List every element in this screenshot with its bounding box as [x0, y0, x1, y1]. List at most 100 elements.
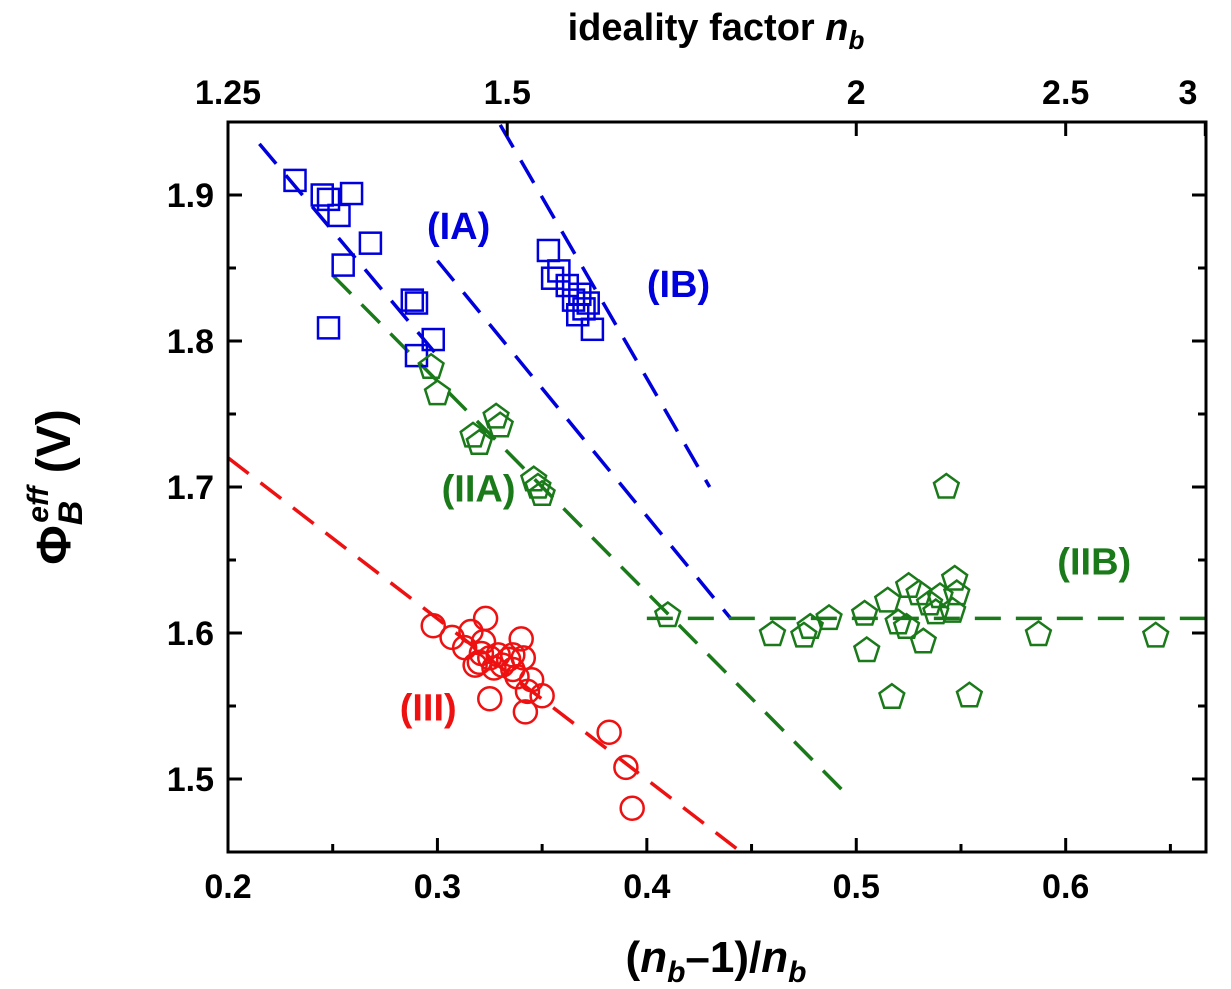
- pentagon-marker: [892, 612, 921, 639]
- series-labels: (IA) (IB) (IIA) (IIB) (III): [400, 206, 1131, 730]
- square-marker: [580, 317, 605, 342]
- y-tick-label: 1.9: [167, 177, 214, 215]
- circle-marker: [510, 645, 537, 671]
- pentagon-marker: [850, 599, 879, 626]
- y-title-unit: (V): [28, 409, 81, 486]
- pentagon-marker: [519, 465, 548, 492]
- top-tick-label: 2: [847, 74, 866, 112]
- pentagon-marker: [796, 612, 825, 639]
- x-title-sub: b: [667, 956, 685, 989]
- fit-line-red-5: [228, 456, 743, 852]
- data-points: [283, 168, 1170, 821]
- y-axis-title: ΦBeff (V): [22, 409, 90, 564]
- square-marker: [565, 302, 590, 327]
- circle-marker: [512, 699, 539, 725]
- square-marker: [331, 253, 355, 277]
- square-marker: [547, 259, 571, 283]
- y-tick-label: 1.7: [167, 469, 214, 507]
- square-marker: [283, 168, 307, 193]
- pentagon-marker: [909, 627, 938, 654]
- pentagon-marker: [486, 411, 515, 438]
- fit-line-blue-1: [436, 259, 732, 620]
- axes: 0.2 0.3 0.4 0.5 0.6 1.5 1.6 1.7 1.8 1.9 1.25 1.5 2 2.…: [167, 74, 1207, 906]
- circle-marker: [472, 605, 499, 632]
- series-label-3: (IIB): [1057, 542, 1131, 584]
- circle-marker: [596, 719, 622, 746]
- pentagon-marker: [417, 352, 445, 380]
- circle-marker: [477, 685, 503, 712]
- square-marker: [339, 181, 364, 206]
- x-tick-label: 0.3: [414, 868, 461, 906]
- y-tick-label: 1.6: [167, 615, 214, 653]
- square-marker: [421, 327, 445, 352]
- pentagon-marker: [940, 564, 969, 591]
- top-tick-label: 2.5: [1042, 74, 1089, 112]
- circle-marker: [613, 754, 639, 781]
- top-tick-label: 1.5: [484, 74, 531, 112]
- pentagon-marker: [758, 619, 787, 647]
- pentagon-marker: [1024, 619, 1053, 647]
- series-label-0: (IA): [427, 206, 490, 248]
- pentagon-marker: [1141, 621, 1170, 648]
- fit-lines: [228, 124, 1206, 852]
- square-marker: [310, 183, 334, 207]
- x-title-var2: n: [761, 933, 788, 982]
- top-title-var: n: [825, 7, 848, 49]
- pentagon-marker: [932, 472, 961, 499]
- circle-marker: [529, 683, 555, 709]
- circle-marker: [470, 629, 497, 655]
- pentagon-marker: [524, 472, 552, 499]
- x-title-mid: –1)/: [685, 933, 761, 982]
- x-title-open: (: [626, 933, 641, 982]
- fit-line-blue-0: [258, 142, 439, 357]
- x-tick-label: 0.6: [1042, 868, 1089, 906]
- y-title-sub: B: [52, 501, 90, 526]
- x-tick-label: 0.5: [833, 868, 880, 906]
- square-marker: [540, 266, 565, 290]
- circle-marker: [466, 649, 493, 675]
- y-title-sym: Φ: [28, 525, 81, 564]
- square-marker: [316, 316, 341, 340]
- pentagon-marker: [482, 402, 510, 429]
- y-title-sup: eff: [22, 484, 55, 523]
- pentagon-marker: [423, 379, 452, 406]
- square-marker: [404, 343, 429, 368]
- y-tick-label: 1.8: [167, 323, 214, 361]
- pentagon-marker: [938, 596, 967, 623]
- circle-marker: [508, 626, 534, 652]
- top-tick-label: 3: [1179, 74, 1198, 112]
- series-label-2: (IIA): [442, 469, 516, 511]
- pentagon-marker: [942, 579, 971, 606]
- pentagon-marker: [790, 621, 818, 648]
- pentagon-marker: [528, 479, 556, 507]
- x-tick-label: 0.4: [623, 868, 670, 906]
- pentagon-marker: [459, 421, 487, 448]
- pentagon-marker: [815, 603, 843, 631]
- x-axis-title: (nb–1)/nb: [626, 933, 807, 989]
- circle-marker: [500, 642, 526, 668]
- pentagon-marker: [852, 635, 881, 663]
- top-axis-title: ideality factor nb: [568, 7, 865, 55]
- pentagon-marker: [915, 589, 944, 616]
- pentagon-marker: [653, 600, 682, 628]
- top-title-main: ideality factor: [568, 7, 826, 49]
- circle-marker: [619, 795, 645, 821]
- pentagon-marker: [465, 428, 494, 455]
- circle-marker: [514, 678, 541, 705]
- square-marker: [400, 288, 425, 312]
- square-marker: [358, 231, 383, 255]
- fit-line-blue-2: [498, 124, 712, 488]
- top-tick-label: 1.25: [195, 74, 261, 112]
- x-title-sub2: b: [788, 956, 806, 989]
- square-marker: [536, 238, 561, 263]
- pentagon-marker: [955, 681, 984, 708]
- x-tick-label: 0.2: [204, 868, 251, 906]
- top-title-sub: b: [848, 25, 864, 55]
- square-marker: [555, 273, 580, 298]
- square-marker: [327, 203, 351, 228]
- pentagon-marker: [878, 682, 906, 710]
- square-marker: [404, 291, 429, 315]
- pentagon-marker: [873, 586, 902, 613]
- series-label-4: (III): [400, 688, 457, 730]
